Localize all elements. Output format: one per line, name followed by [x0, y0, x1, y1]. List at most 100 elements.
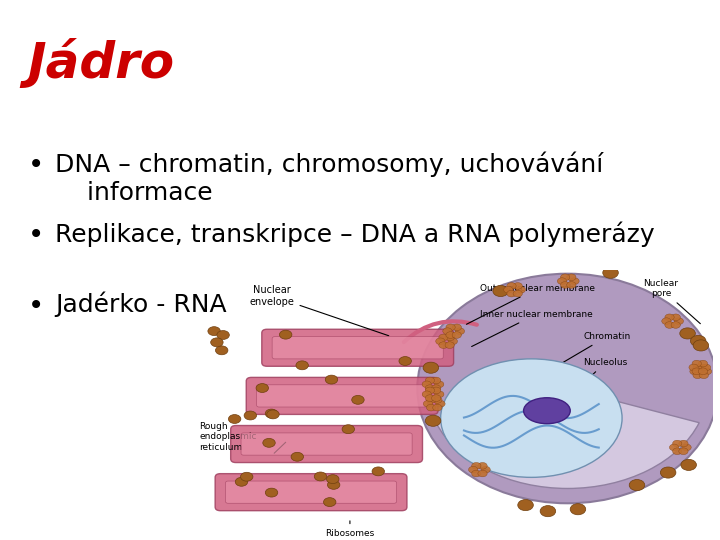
- Ellipse shape: [441, 359, 622, 477]
- FancyBboxPatch shape: [262, 329, 454, 366]
- Circle shape: [435, 381, 444, 388]
- Circle shape: [662, 318, 671, 325]
- Circle shape: [513, 291, 523, 297]
- Circle shape: [433, 396, 442, 403]
- Circle shape: [693, 340, 708, 351]
- Circle shape: [516, 286, 526, 293]
- Circle shape: [325, 375, 338, 384]
- Circle shape: [679, 448, 688, 455]
- Circle shape: [660, 467, 676, 478]
- Circle shape: [472, 462, 481, 469]
- Circle shape: [323, 498, 336, 507]
- Circle shape: [256, 383, 269, 393]
- Circle shape: [629, 480, 644, 491]
- Circle shape: [433, 404, 442, 411]
- Circle shape: [445, 342, 454, 348]
- Circle shape: [481, 467, 490, 473]
- Circle shape: [692, 368, 701, 375]
- FancyArrowPatch shape: [404, 321, 477, 342]
- Circle shape: [570, 278, 579, 285]
- Text: Nuclear
envelope: Nuclear envelope: [250, 285, 389, 336]
- Circle shape: [279, 330, 292, 339]
- FancyBboxPatch shape: [256, 385, 428, 407]
- Text: Jadérko - RNA: Jadérko - RNA: [55, 292, 226, 317]
- Circle shape: [266, 410, 279, 419]
- Circle shape: [469, 467, 478, 473]
- Circle shape: [435, 391, 444, 397]
- Circle shape: [438, 342, 448, 348]
- Text: Nuclear
pore: Nuclear pore: [644, 279, 701, 323]
- FancyBboxPatch shape: [230, 426, 423, 463]
- Text: •: •: [27, 221, 44, 249]
- Circle shape: [438, 334, 448, 341]
- Circle shape: [665, 314, 674, 321]
- Circle shape: [674, 318, 683, 325]
- Circle shape: [680, 328, 696, 339]
- FancyBboxPatch shape: [241, 433, 412, 455]
- Ellipse shape: [523, 398, 570, 424]
- Circle shape: [701, 364, 711, 371]
- Circle shape: [422, 381, 431, 388]
- Text: Rough
endoplasmic
reticulum: Rough endoplasmic reticulum: [199, 422, 257, 451]
- Circle shape: [452, 332, 462, 339]
- Circle shape: [352, 395, 364, 404]
- Text: •: •: [27, 292, 44, 320]
- Circle shape: [265, 409, 278, 418]
- Wedge shape: [436, 388, 699, 489]
- Circle shape: [328, 481, 340, 489]
- FancyBboxPatch shape: [272, 336, 444, 359]
- Circle shape: [291, 453, 304, 461]
- Circle shape: [426, 395, 435, 401]
- Circle shape: [399, 356, 411, 366]
- Text: •: •: [27, 151, 44, 179]
- Circle shape: [699, 364, 708, 371]
- Text: DNA – chromatin, chromosomy, uchovávání
    informace: DNA – chromatin, chromosomy, uchovávání …: [55, 151, 603, 205]
- Circle shape: [455, 328, 464, 334]
- Circle shape: [372, 467, 384, 476]
- Text: Ribosomes: Ribosomes: [325, 521, 374, 538]
- Circle shape: [692, 360, 701, 367]
- FancyBboxPatch shape: [225, 481, 397, 503]
- Circle shape: [296, 361, 308, 370]
- Circle shape: [693, 372, 702, 379]
- Circle shape: [217, 330, 230, 340]
- Circle shape: [436, 338, 445, 345]
- Circle shape: [426, 396, 436, 403]
- Circle shape: [478, 470, 487, 477]
- Circle shape: [507, 282, 516, 289]
- Circle shape: [265, 488, 278, 497]
- Circle shape: [208, 327, 220, 335]
- Circle shape: [327, 475, 339, 483]
- Circle shape: [570, 504, 586, 515]
- Circle shape: [423, 401, 433, 407]
- Circle shape: [567, 282, 576, 288]
- Text: Chromatin: Chromatin: [534, 332, 631, 380]
- Circle shape: [452, 324, 462, 330]
- Circle shape: [699, 372, 708, 379]
- Circle shape: [448, 338, 457, 345]
- Circle shape: [431, 385, 441, 392]
- Circle shape: [426, 415, 441, 426]
- Circle shape: [422, 391, 431, 397]
- Circle shape: [446, 332, 455, 339]
- Circle shape: [235, 477, 248, 486]
- Circle shape: [670, 444, 679, 451]
- FancyBboxPatch shape: [215, 474, 407, 511]
- Circle shape: [560, 274, 570, 281]
- Circle shape: [426, 387, 435, 394]
- Circle shape: [681, 460, 696, 470]
- Circle shape: [240, 472, 253, 481]
- Circle shape: [540, 505, 556, 517]
- Circle shape: [689, 364, 698, 371]
- Text: Inner nuclear membrane: Inner nuclear membrane: [472, 310, 593, 347]
- Circle shape: [215, 346, 228, 355]
- Circle shape: [426, 385, 435, 392]
- Circle shape: [436, 401, 445, 407]
- Circle shape: [228, 415, 241, 423]
- Circle shape: [567, 274, 576, 281]
- FancyBboxPatch shape: [246, 377, 438, 414]
- Circle shape: [431, 395, 441, 401]
- Text: Nucleolus: Nucleolus: [549, 358, 627, 416]
- Circle shape: [672, 440, 682, 447]
- Circle shape: [507, 291, 516, 297]
